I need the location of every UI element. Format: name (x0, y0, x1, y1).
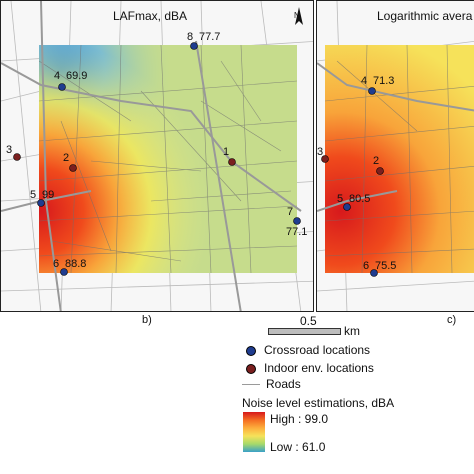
crossroad-4: 4 69.9 (54, 70, 87, 91)
point-value-5-c: 80.5 (349, 193, 370, 205)
indoor-3: 3 (6, 144, 21, 161)
svg-text:1: 1 (223, 146, 229, 158)
crossroad-6-c: 6 75.5 (363, 260, 396, 277)
svg-text:6: 6 (363, 260, 369, 272)
panel-title-c: Logarithmic avera (377, 9, 473, 23)
point-value-6: 88.8 (65, 258, 86, 270)
svg-text:3: 3 (317, 146, 323, 158)
legend-roads-label: Roads (266, 377, 301, 391)
legend-crossroad-label: Crossroad locations (264, 343, 371, 357)
svg-text:4: 4 (54, 70, 60, 82)
svg-text:4: 4 (361, 75, 367, 87)
legend-crossroad: Crossroad locations (246, 343, 370, 357)
indoor-2: 2 (63, 152, 77, 172)
noise-surface-c (325, 45, 474, 273)
crossroad-dot-icon (246, 345, 256, 356)
svg-text:6: 6 (53, 258, 59, 270)
panel-letter-b-outside: b) (142, 314, 152, 326)
north-arrow-icon (295, 7, 303, 25)
legend-low: Low : 61.0 (270, 440, 326, 454)
crossroad-8: 8 77.7 (187, 31, 220, 50)
svg-text:2: 2 (373, 155, 379, 167)
scale-unit: km (344, 324, 360, 338)
point-value-4: 69.9 (66, 70, 87, 82)
point-value-7: 77.1 (286, 226, 307, 238)
indoor-dot-icon (246, 363, 256, 374)
panel-title-b: LAFmax, dBA (113, 9, 188, 23)
north-label: N (294, 11, 300, 20)
panel-letter-c-outside: c) (447, 314, 457, 326)
legend-ramp-title: Noise level estimations, dBA (242, 396, 395, 410)
indoor-2-c: 2 (373, 155, 384, 175)
scale-value: 0.5 (300, 314, 317, 328)
svg-text:5: 5 (30, 189, 36, 201)
map-canvas-c: 4 71.3 3 2 5 80.5 6 75.5 (317, 1, 474, 311)
indoor-3-c: 3 (317, 146, 329, 163)
indoor-1: 1 (223, 146, 236, 166)
legend-indoor-label: Indoor env. locations (264, 361, 374, 375)
legend-roads: Roads (242, 377, 301, 391)
crossroad-6: 6 88.8 (53, 258, 86, 276)
map-canvas-b: 8 77.7 4 69.9 3 2 1 5 99 777.1 6 88.8 (1, 1, 313, 311)
point-value-6-c: 75.5 (375, 260, 396, 272)
map-panel-b: 8 77.7 4 69.9 3 2 1 5 99 7 77.1 6 88.8 LAFmax… (0, 0, 314, 312)
scale-bar (268, 328, 341, 335)
legend-indoor: Indoor env. locations (246, 361, 374, 375)
crossroad-7: 777.1 (286, 206, 307, 238)
legend-high: High : 99.0 (270, 412, 329, 426)
crossroad-4-c: 4 71.3 (361, 75, 394, 95)
point-value-8: 77.7 (199, 31, 220, 43)
legend-color-ramp (243, 412, 265, 452)
point-value-4-c: 71.3 (373, 75, 394, 87)
point-value-5: 99 (42, 189, 54, 201)
road-line-icon (242, 384, 260, 386)
svg-text:5: 5 (337, 193, 343, 205)
svg-text:7: 7 (287, 206, 293, 218)
svg-text:2: 2 (63, 152, 69, 164)
map-panel-c: 4 71.3 3 2 5 80.5 6 75.5 Logarithmic avera (316, 0, 474, 312)
crossroad-5-c: 5 80.5 (337, 193, 370, 211)
main-roads-b (1, 1, 302, 311)
noise-surface-b (39, 45, 297, 273)
svg-text:8: 8 (187, 31, 193, 43)
svg-text:3: 3 (6, 144, 12, 156)
crossroad-5: 5 99 (30, 189, 54, 207)
